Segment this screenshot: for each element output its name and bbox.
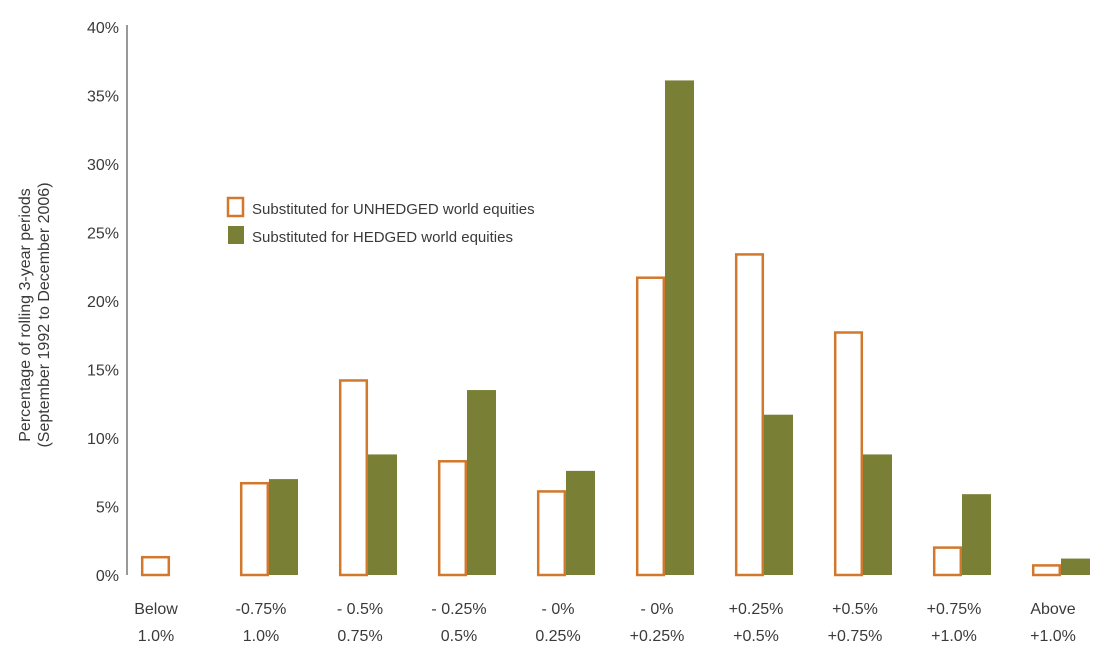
bar-unhedged xyxy=(536,490,567,577)
x-tick-label: +0.75% xyxy=(828,628,883,645)
bar-unhedged xyxy=(140,555,171,577)
x-tick-label: +1.0% xyxy=(1030,628,1076,645)
x-tick-label: 1.0% xyxy=(243,628,279,645)
bar-unhedged xyxy=(437,460,468,577)
bar-unhedged xyxy=(833,331,864,577)
bars xyxy=(140,80,1090,577)
x-tick-label: Above xyxy=(1030,601,1075,618)
y-tick-label: 30% xyxy=(87,157,119,174)
x-tick-label: Below xyxy=(134,601,178,618)
y-tick-label: 0% xyxy=(96,568,119,585)
x-tick-label: +0.25% xyxy=(729,601,784,618)
y-axis-label-line: Percentage of rolling 3-year periods xyxy=(17,188,34,441)
y-tick-label: 40% xyxy=(87,20,119,37)
x-tick-label: +0.25% xyxy=(630,628,685,645)
x-tick-labels: Below 1.0% -0.75% 1.0% - 0.5% 0.75% - 0.25% 0.5… xyxy=(134,601,1076,645)
x-tick-label: 0.25% xyxy=(535,628,580,645)
x-tick-label: - 0.5% xyxy=(337,601,383,618)
y-tick-labels: 0% 5% 10% 15% 20% 25% 30% 35% 40% xyxy=(87,20,119,585)
bar-unhedged xyxy=(338,379,369,577)
bar-hedged xyxy=(1061,558,1090,575)
y-axis-label: Percentage of rolling 3-year periods (Sep… xyxy=(17,182,53,447)
x-tick-label: 1.0% xyxy=(138,628,174,645)
y-axis-label-line: (September 1992 to December 2006) xyxy=(36,182,53,447)
bar-hedged xyxy=(962,494,991,575)
y-tick-label: 10% xyxy=(87,431,119,448)
x-tick-label: +0.5% xyxy=(832,601,878,618)
bar-unhedged xyxy=(932,546,963,577)
x-tick-label: +0.75% xyxy=(927,601,982,618)
y-tick-label: 20% xyxy=(87,294,119,311)
x-tick-label: - 0.25% xyxy=(431,601,486,618)
y-tick-label: 5% xyxy=(96,500,119,517)
x-tick-label: - 0% xyxy=(542,601,575,618)
legend: Substituted for UNHEDGED world equities … xyxy=(226,196,535,246)
y-tick-label: 35% xyxy=(87,89,119,106)
y-tick-label: 15% xyxy=(87,363,119,380)
x-tick-label: - 0% xyxy=(641,601,674,618)
legend-swatch-hedged xyxy=(228,226,244,244)
bar-unhedged xyxy=(734,253,765,577)
legend-swatch-unhedged xyxy=(226,196,245,218)
bar-hedged xyxy=(269,479,298,575)
legend-label-unhedged: Substituted for UNHEDGED world equities xyxy=(252,201,535,218)
x-tick-label: +1.0% xyxy=(931,628,977,645)
bar-hedged xyxy=(764,414,793,575)
bar-hedged xyxy=(467,390,496,575)
legend-label-hedged: Substituted for HEDGED world equities xyxy=(252,229,513,246)
bar-unhedged xyxy=(239,481,270,577)
x-tick-label: -0.75% xyxy=(236,601,287,618)
bar-hedged xyxy=(665,80,694,576)
x-tick-label: 0.75% xyxy=(337,628,382,645)
bar-hedged xyxy=(368,454,397,575)
y-tick-label: 25% xyxy=(87,226,119,243)
x-tick-label: +0.5% xyxy=(733,628,779,645)
bar-unhedged xyxy=(635,276,666,577)
bar-hedged xyxy=(863,454,892,575)
x-tick-label: 0.5% xyxy=(441,628,477,645)
bar-unhedged xyxy=(1031,564,1062,577)
bar-hedged xyxy=(566,470,595,575)
